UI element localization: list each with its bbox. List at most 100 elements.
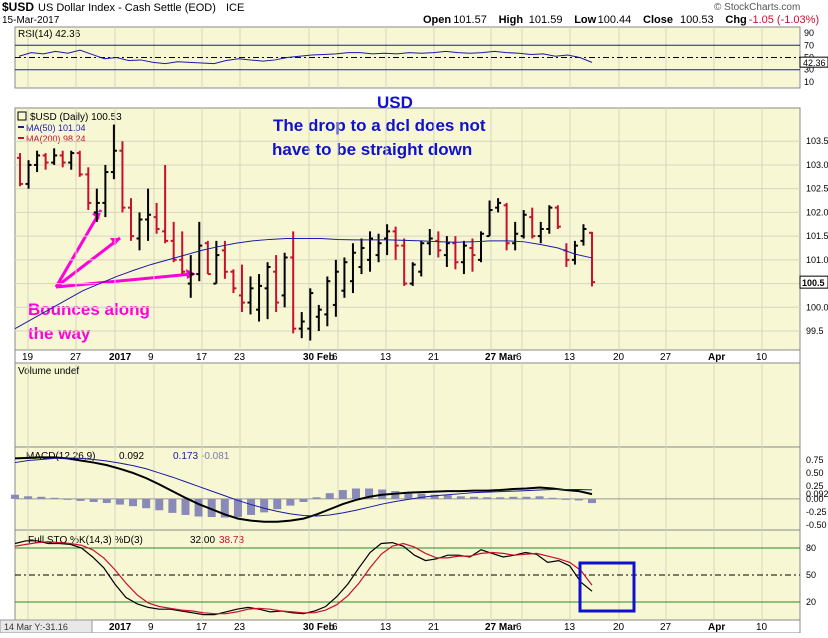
x-tick-label: 23 xyxy=(234,352,246,363)
x-tick-label: 6 xyxy=(516,352,522,363)
price-bar xyxy=(435,231,442,258)
macd-hist-bar xyxy=(325,493,334,499)
price-bar xyxy=(349,243,356,294)
footer: 14 Mar Y:-31.16 xyxy=(0,619,93,634)
macd-hist-bar xyxy=(338,490,347,499)
macd-legend-label: MACD(12,26,9) xyxy=(26,451,95,462)
price-bar xyxy=(486,200,493,238)
sto-legend: Full STO %K(14,3) %D(3) 32.00 38.73 xyxy=(28,535,244,546)
macd-hist-bar xyxy=(63,498,72,500)
macd-hist-bar xyxy=(483,497,492,499)
x-tick-label-bottom: 30 Feb xyxy=(303,622,335,633)
price-bar xyxy=(409,262,416,286)
price-date-axis xyxy=(14,349,801,364)
x-tick-label-bottom: 13 xyxy=(380,622,392,633)
price-bar xyxy=(298,312,305,339)
ohlc-swatch xyxy=(17,111,27,121)
macd-tick-label: -0.50 xyxy=(806,520,827,530)
chart-date: 15-Mar-2017 xyxy=(2,15,60,26)
macd-hist-bar xyxy=(417,493,426,499)
price-bar xyxy=(554,205,561,229)
price-bar xyxy=(367,231,374,272)
macd-hist-bar xyxy=(37,496,46,499)
price-bar xyxy=(375,233,382,263)
price-bar xyxy=(281,252,288,308)
price-bar xyxy=(238,264,245,313)
price-bar xyxy=(460,240,467,275)
price-bar xyxy=(102,164,109,218)
x-tick-label-bottom: 21 xyxy=(428,622,440,633)
sto-k-line xyxy=(14,540,593,616)
rsi-tick-label: 90 xyxy=(804,28,814,38)
price-bar xyxy=(571,240,578,265)
price-bar xyxy=(119,141,126,213)
price-bar xyxy=(42,153,49,170)
ohlc-readout: Open 101.57 High 101.59 Low 100.44 Close 100.53… xyxy=(423,14,819,26)
price-bar xyxy=(68,150,75,170)
ma200-legend: MA(200) 98.24 xyxy=(26,134,86,144)
macd-signal-line xyxy=(14,457,593,517)
panel-price-bg xyxy=(14,107,801,351)
price-bar xyxy=(110,124,117,180)
price-tick-label: 101.5 xyxy=(806,231,828,241)
x-tick-label-bottom: 2017 xyxy=(109,622,132,633)
x-tick-label: 27 xyxy=(660,352,672,363)
price-tick-label: 101.0 xyxy=(806,255,828,265)
macd-hist-bar xyxy=(11,494,19,499)
highlight-box xyxy=(578,561,636,613)
macd-hist-bar xyxy=(115,498,124,505)
price-bar xyxy=(170,221,177,263)
annotation-magenta-1: Bounces along xyxy=(28,300,150,319)
chart-header: $USD US Dollar Index - Cash Settle (EOD)… xyxy=(2,0,819,26)
arrow-line xyxy=(54,209,103,288)
price-bar xyxy=(85,167,92,211)
arrow-line xyxy=(55,272,193,289)
macd-legend-signal: 0.173 xyxy=(173,451,198,462)
price-bar xyxy=(392,226,399,260)
x-tick-label-bottom: 6 xyxy=(516,622,522,633)
sto-legend-label: Full STO %K(14,3) %D(3) xyxy=(28,535,143,546)
price-bar xyxy=(153,202,160,234)
x-tick-label: 10 xyxy=(756,352,768,363)
x-tick-label: 13 xyxy=(380,352,392,363)
ohlc-value: 101.59 xyxy=(529,14,563,26)
symbol-label[interactable]: $USD xyxy=(2,0,34,14)
macd-hist-bar xyxy=(181,498,190,515)
macd-hist-bar xyxy=(207,498,216,518)
x-tick-label-bottom: 23 xyxy=(234,622,246,633)
sto-tick-label: 50 xyxy=(806,570,816,580)
macd-hist-bar xyxy=(588,498,596,504)
sto-legend-d: 38.73 xyxy=(219,535,244,546)
rsi-legend: RSI(14) 42.36 xyxy=(18,29,81,40)
macd-hist-bar xyxy=(351,488,360,499)
macd-hist-bar xyxy=(89,498,98,502)
macd-tick-label: 0.25 xyxy=(806,481,824,491)
price-current-label: 100.5 xyxy=(802,278,825,288)
price-bar xyxy=(179,231,186,275)
annotation-arrows xyxy=(54,209,193,289)
panel-vol-bg xyxy=(14,362,801,448)
x-tick-label: 19 xyxy=(22,352,34,363)
annotation-line2: have to be straight down xyxy=(272,140,472,159)
macd-legend-hist: -0.081 xyxy=(201,451,230,462)
macd-hist-bar xyxy=(286,498,295,506)
macd-hist-bar xyxy=(220,498,229,518)
price-tick-label: 103.5 xyxy=(806,136,828,146)
price-bar xyxy=(512,221,519,251)
macd-hist-bar xyxy=(535,496,544,499)
price-bar xyxy=(443,236,450,267)
price-bar xyxy=(290,231,297,334)
price-bar xyxy=(76,150,83,177)
sto-date-axis xyxy=(14,619,801,634)
price-bar xyxy=(315,304,322,332)
macd-hist-bar xyxy=(391,491,400,499)
price-bar xyxy=(264,262,271,320)
macd-hist-bar xyxy=(443,495,452,499)
price-bar xyxy=(247,276,254,315)
macd-legend-macd: 0.092 xyxy=(119,451,144,462)
x-tick-label-bottom: 10 xyxy=(756,622,768,633)
ohlc-label: Close xyxy=(643,14,673,26)
annotation-title: USD xyxy=(377,93,413,112)
rsi-current-label: 42.36 xyxy=(803,58,826,68)
x-tick-label: 27 xyxy=(70,352,82,363)
